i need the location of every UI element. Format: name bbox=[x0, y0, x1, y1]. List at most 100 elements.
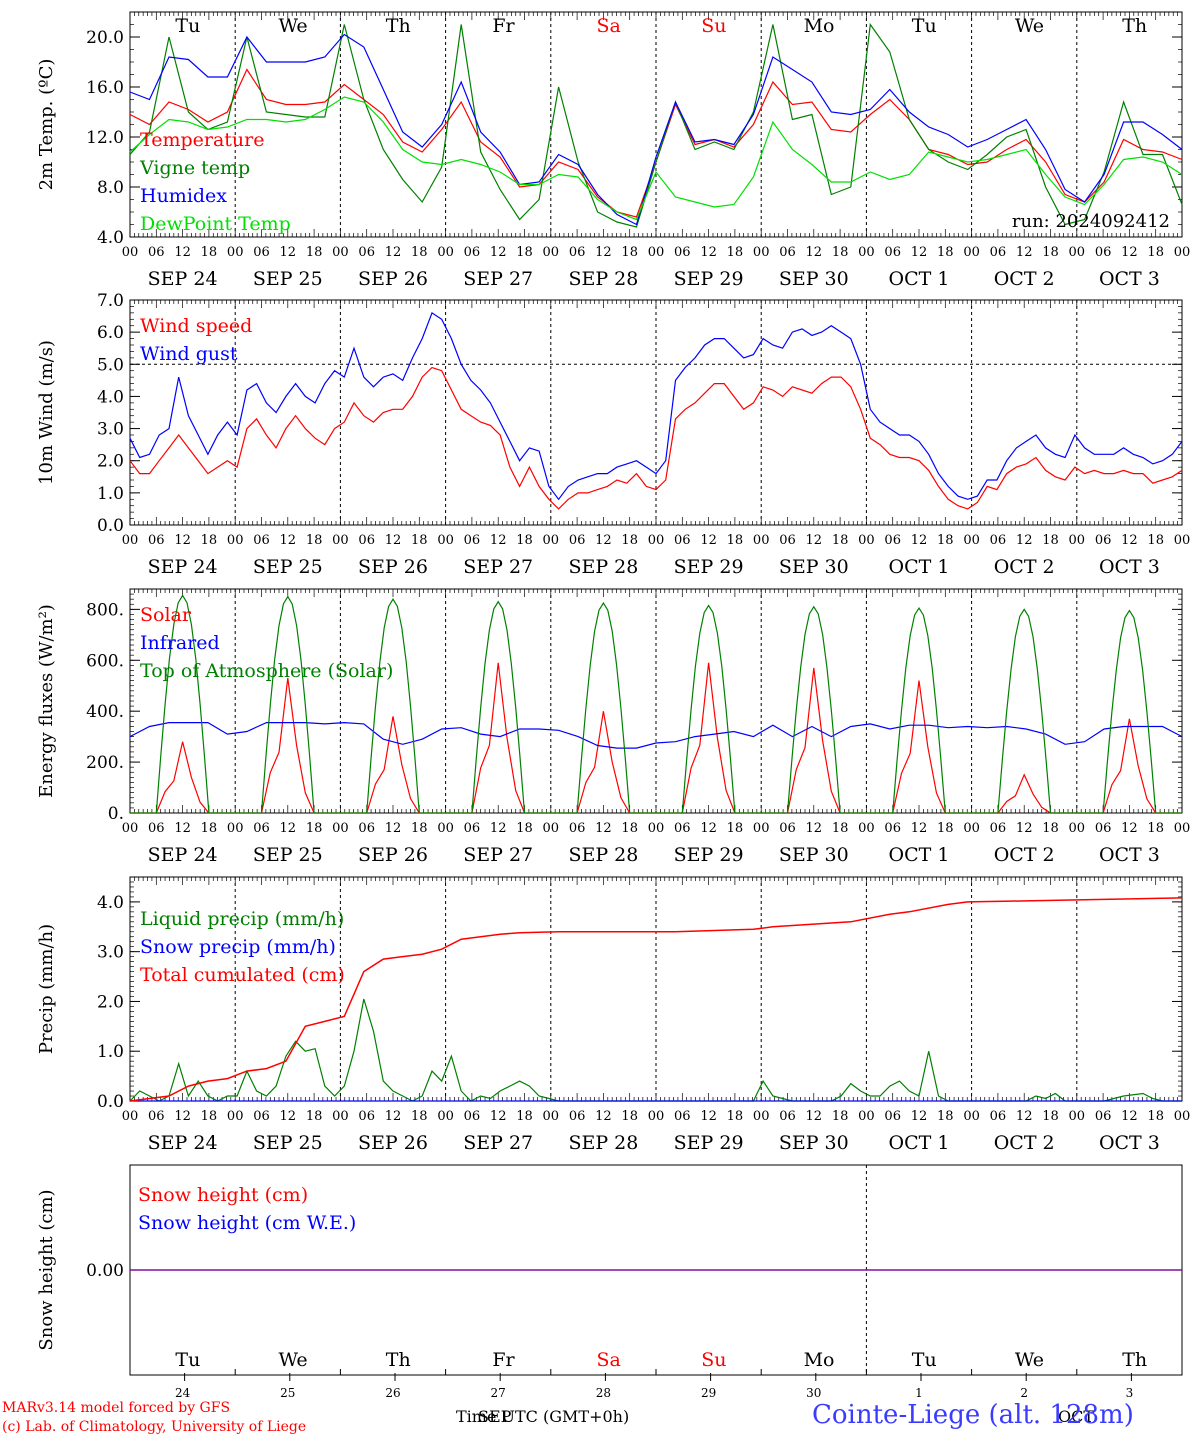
hour-tick-label: 18 bbox=[1147, 821, 1164, 836]
hour-tick-label: 00 bbox=[1069, 245, 1086, 260]
hour-tick-label: 12 bbox=[280, 1109, 297, 1124]
weekday-label: Su bbox=[701, 1349, 726, 1371]
date-label: SEP 24 bbox=[148, 268, 218, 290]
hour-tick-label: 12 bbox=[911, 533, 928, 548]
date-label: OCT 1 bbox=[889, 1132, 950, 1154]
hour-tick-label: 18 bbox=[516, 245, 533, 260]
day-number-label: 2 bbox=[1020, 1386, 1028, 1400]
hour-tick-label: 12 bbox=[490, 1109, 507, 1124]
hour-tick-label: 06 bbox=[884, 533, 901, 548]
hour-tick-label: 18 bbox=[516, 533, 533, 548]
y-tick-label: 3.0 bbox=[97, 420, 124, 440]
hour-tick-label: 18 bbox=[727, 533, 744, 548]
hour-tick-label: 06 bbox=[358, 1109, 375, 1124]
hour-tick-label: 00 bbox=[227, 821, 244, 836]
hour-tick-label: 12 bbox=[595, 245, 612, 260]
hour-tick-label: 00 bbox=[1174, 1109, 1191, 1124]
hour-tick-label: 12 bbox=[385, 821, 402, 836]
date-label: SEP 28 bbox=[568, 1132, 638, 1154]
hour-tick-label: 06 bbox=[779, 1109, 796, 1124]
y-tick-label: 4.0 bbox=[97, 893, 124, 913]
hour-tick-label: 12 bbox=[490, 533, 507, 548]
y-tick-label: 200. bbox=[86, 753, 124, 773]
hour-tick-label: 12 bbox=[911, 821, 928, 836]
hour-tick-label: 18 bbox=[727, 821, 744, 836]
hour-tick-label: 06 bbox=[464, 245, 481, 260]
hour-tick-label: 12 bbox=[280, 245, 297, 260]
y-tick-label: 0.0 bbox=[97, 516, 124, 536]
weekday-label: Tu bbox=[912, 1349, 937, 1371]
hour-tick-label: 06 bbox=[990, 1109, 1007, 1124]
legend-entry: Total cumulated (cm) bbox=[140, 964, 345, 986]
hour-tick-label: 12 bbox=[1121, 821, 1138, 836]
panel-4: Precip (mm/h) bbox=[36, 876, 1183, 1102]
hour-tick-label: 06 bbox=[990, 533, 1007, 548]
hour-tick-label: 12 bbox=[385, 1109, 402, 1124]
hour-tick-label: 12 bbox=[806, 821, 823, 836]
hour-tick-label: 00 bbox=[437, 821, 454, 836]
hour-tick-label: 18 bbox=[306, 821, 323, 836]
hour-tick-label: 00 bbox=[753, 821, 770, 836]
hour-tick-label: 00 bbox=[122, 1109, 139, 1124]
date-label: OCT 3 bbox=[1099, 556, 1160, 578]
hour-tick-label: 06 bbox=[1095, 533, 1112, 548]
weekday-label: Mo bbox=[804, 15, 835, 37]
hour-tick-label: 12 bbox=[1016, 245, 1033, 260]
hour-tick-label: 18 bbox=[1042, 1109, 1059, 1124]
hour-tick-label: 00 bbox=[1069, 1109, 1086, 1124]
hour-tick-label: 12 bbox=[280, 821, 297, 836]
hour-tick-label: 06 bbox=[990, 245, 1007, 260]
date-label: SEP 27 bbox=[463, 1132, 533, 1154]
date-label: SEP 25 bbox=[253, 556, 323, 578]
hour-tick-label: 18 bbox=[516, 1109, 533, 1124]
weekday-label: Su bbox=[701, 15, 726, 37]
date-label: OCT 2 bbox=[994, 268, 1055, 290]
hour-tick-label: 00 bbox=[332, 533, 349, 548]
day-number-label: 26 bbox=[385, 1386, 400, 1400]
hour-tick-label: 00 bbox=[858, 245, 875, 260]
weekday-label: Th bbox=[386, 1349, 411, 1371]
hour-tick-label: 18 bbox=[1147, 533, 1164, 548]
date-label: SEP 26 bbox=[358, 556, 428, 578]
hour-tick-label: 18 bbox=[201, 245, 218, 260]
hour-tick-label: 12 bbox=[1121, 533, 1138, 548]
hour-tick-label: 06 bbox=[253, 821, 270, 836]
hour-tick-label: 18 bbox=[411, 1109, 428, 1124]
hour-tick-label: 12 bbox=[385, 533, 402, 548]
date-label: OCT 2 bbox=[994, 556, 1055, 578]
y-tick-label: 1.0 bbox=[97, 484, 124, 504]
series-line bbox=[129, 22, 1183, 228]
series-line bbox=[129, 33, 1183, 226]
hour-tick-label: 00 bbox=[543, 821, 560, 836]
series-line bbox=[129, 311, 1183, 501]
hour-tick-label: 12 bbox=[1121, 245, 1138, 260]
hour-tick-label: 06 bbox=[884, 1109, 901, 1124]
hour-tick-label: 00 bbox=[753, 245, 770, 260]
legend-entry: Vigne temp bbox=[139, 157, 250, 179]
hour-tick-label: 12 bbox=[490, 821, 507, 836]
series-line bbox=[129, 96, 1183, 221]
hour-tick-label: 12 bbox=[595, 821, 612, 836]
hour-tick-label: 12 bbox=[174, 245, 191, 260]
hour-tick-label: 00 bbox=[543, 533, 560, 548]
hour-tick-label: 06 bbox=[358, 821, 375, 836]
hour-tick-label: 00 bbox=[1174, 533, 1191, 548]
hour-tick-label: 06 bbox=[779, 821, 796, 836]
y-axis-label: 2m Temp. (ºC) bbox=[36, 59, 57, 191]
hour-tick-label: 06 bbox=[1095, 1109, 1112, 1124]
y-tick-label: 2.0 bbox=[97, 992, 124, 1012]
date-label: SEP 30 bbox=[779, 556, 849, 578]
weekday-label: Mo bbox=[804, 1349, 835, 1371]
month-overlay-oct: OCT bbox=[1058, 1407, 1095, 1426]
date-label: SEP 24 bbox=[148, 1132, 218, 1154]
date-label: OCT 1 bbox=[889, 844, 950, 866]
hour-tick-label: 00 bbox=[437, 533, 454, 548]
date-label: SEP 29 bbox=[674, 1132, 744, 1154]
hour-tick-label: 18 bbox=[1042, 533, 1059, 548]
y-tick-label: 8.0 bbox=[97, 178, 124, 198]
hour-tick-label: 18 bbox=[937, 821, 954, 836]
hour-tick-label: 18 bbox=[621, 1109, 638, 1124]
y-tick-label: 7.0 bbox=[97, 291, 124, 311]
weekday-label: Th bbox=[1122, 1349, 1147, 1371]
